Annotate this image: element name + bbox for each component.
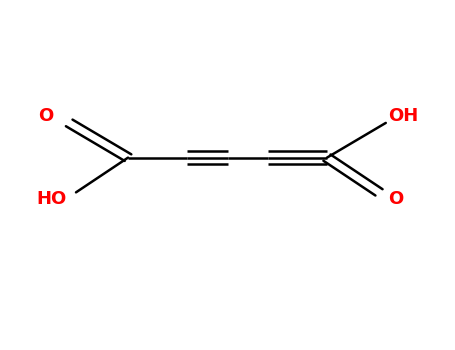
- Text: O: O: [38, 107, 53, 125]
- Text: HO: HO: [37, 190, 67, 208]
- Text: OH: OH: [388, 107, 418, 125]
- Text: O: O: [388, 190, 403, 208]
